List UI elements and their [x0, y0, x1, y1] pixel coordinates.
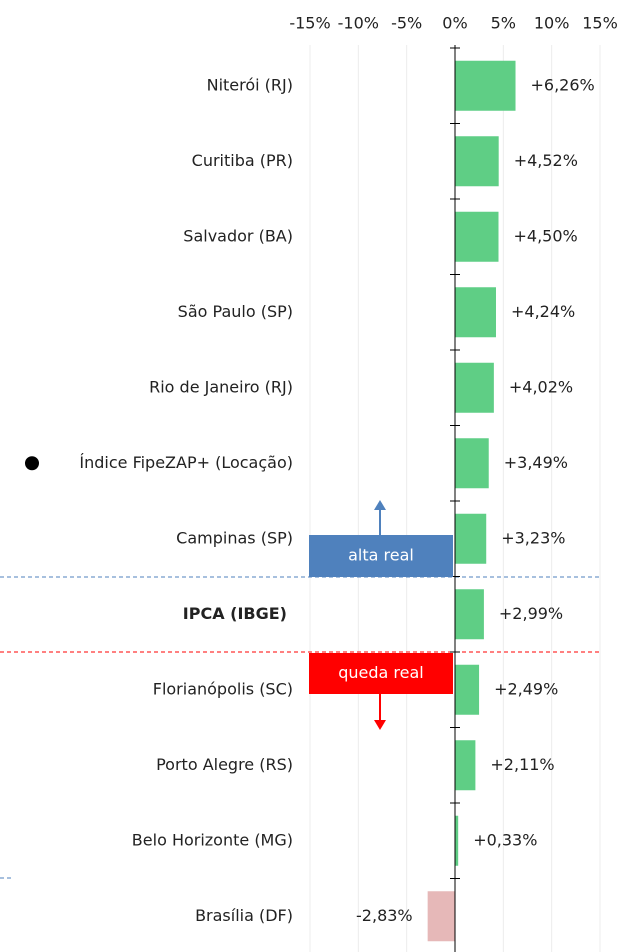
category-label: Florianópolis (SC)	[153, 679, 293, 698]
category-label: Campinas (SP)	[176, 528, 293, 547]
annotation-box	[309, 653, 453, 694]
category-label: São Paulo (SP)	[178, 302, 293, 321]
category-label: Brasília (DF)	[195, 906, 293, 925]
x-tick-label: 15%	[582, 14, 617, 33]
category-label: Porto Alegre (RS)	[156, 755, 293, 774]
category-label: Niterói (RJ)	[207, 75, 293, 94]
x-tick-label: 10%	[534, 14, 570, 33]
annotation-box	[309, 535, 453, 577]
bar	[455, 136, 499, 187]
category-label: Rio de Janeiro (RJ)	[149, 377, 293, 396]
bar	[455, 513, 487, 564]
bar	[455, 60, 516, 111]
bullet	[25, 456, 39, 471]
bar	[455, 287, 496, 338]
value-label: +3,49%	[504, 453, 568, 472]
bar	[455, 362, 494, 413]
value-label: +4,24%	[511, 302, 575, 321]
value-label: +2,11%	[490, 755, 554, 774]
annotation-label: queda real	[338, 663, 424, 682]
category-label: Salvador (BA)	[183, 226, 293, 245]
value-label: +6,26%	[531, 75, 595, 94]
x-tick-label: 0%	[442, 14, 467, 33]
bar	[455, 211, 499, 262]
value-label: +4,02%	[509, 377, 573, 396]
value-label: +2,99%	[499, 604, 563, 623]
bar	[455, 815, 459, 866]
annotation-label: alta real	[348, 546, 414, 565]
value-label: +3,23%	[501, 528, 565, 547]
bar	[455, 664, 480, 715]
bar	[455, 740, 476, 791]
x-tick-label: -5%	[391, 14, 422, 33]
value-label: +4,52%	[514, 151, 578, 170]
category-label: Índice FipeZAP+ (Locação)	[79, 453, 293, 472]
category-label: Belo Horizonte (MG)	[132, 830, 293, 849]
bar	[427, 891, 455, 942]
category-label: Curitiba (PR)	[192, 151, 293, 170]
arrow-head	[374, 720, 386, 730]
x-tick-label: 5%	[491, 14, 516, 33]
arrow-head	[374, 500, 386, 510]
bar	[455, 589, 484, 640]
category-label: IPCA (IBGE)	[183, 604, 287, 623]
value-label: +2,49%	[494, 679, 558, 698]
value-label: -2,83%	[356, 906, 413, 925]
bar	[455, 438, 489, 489]
value-label: +4,50%	[514, 226, 578, 245]
x-tick-label: -10%	[338, 14, 379, 33]
value-label: +0,33%	[473, 830, 537, 849]
x-tick-label: -15%	[289, 14, 330, 33]
